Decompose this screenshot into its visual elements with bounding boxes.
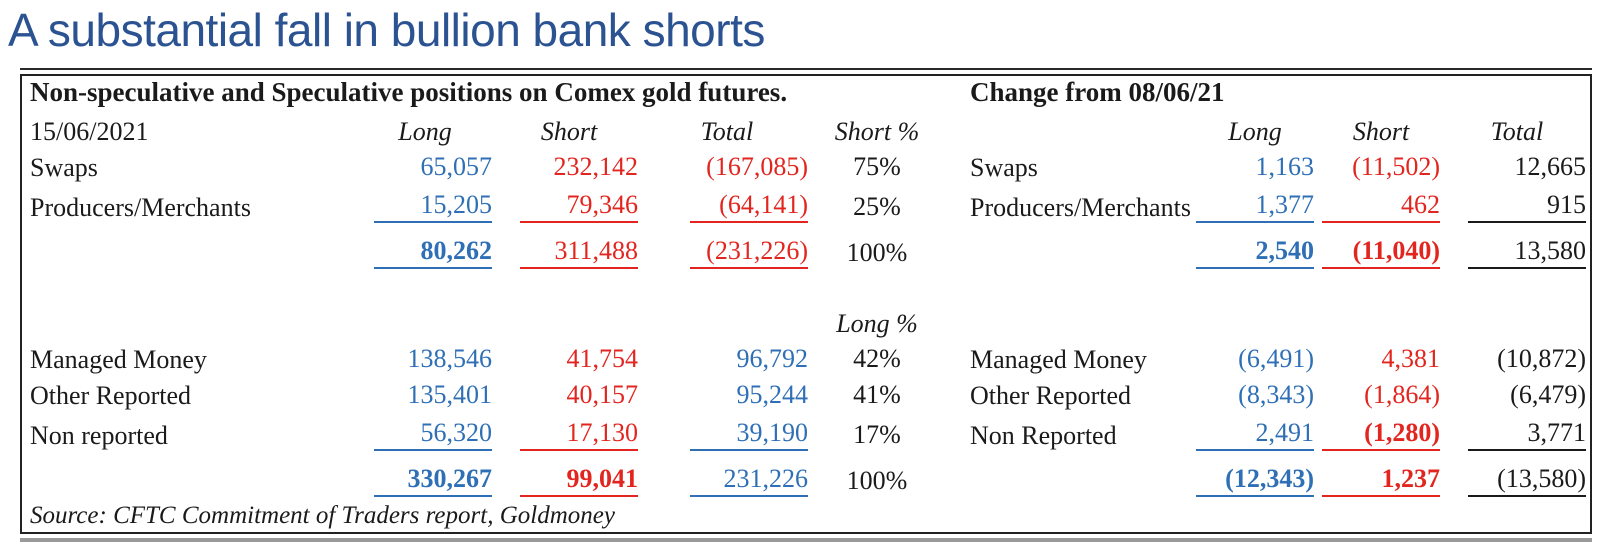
right-header-short: Short [1352,117,1410,146]
right-subtotal-bottom-short: 1,237 [1318,456,1444,502]
left-swaps-total: (167,085) [706,152,808,181]
left-swaps-short: 232,142 [553,152,639,181]
left-swaps-long: 65,057 [420,152,493,181]
left-subtotal-bottom-label [22,456,354,502]
right-subtotal-top-total: 13,580 [1444,228,1590,274]
right-non-reported-short: (1,280) [1318,416,1444,456]
spacer-cell [22,310,812,344]
right-other-reported-short: (1,864) [1364,380,1440,409]
left-non-reported-long: 56,320 [354,416,496,456]
right-swaps-total: 12,665 [1514,152,1587,181]
left-non-reported-label: Non reported [30,421,168,450]
left-subtotal-bottom-total: 231,226 [642,456,812,502]
left-other-reported-total: 95,244 [736,380,809,409]
right-subtotal-top-label [942,228,1192,274]
left-managed-money-long-pct: 42% [853,344,901,373]
left-swaps-short-pct: 75% [853,152,901,181]
left-producers-label: Producers/Merchants [30,193,251,222]
left-managed-money-total: 96,792 [736,344,809,373]
right-swaps-label: Swaps [970,153,1038,182]
left-non-reported-short: 17,130 [496,416,642,456]
right-header-total: Total [1490,117,1544,146]
right-subtotal-bottom-total: (13,580) [1444,456,1590,502]
left-other-reported-long: 135,401 [407,380,493,409]
right-subtotal-bottom-long: (12,343) [1192,456,1318,502]
left-subtotal-top-short-pct: 100% [846,238,908,267]
left-other-reported-label: Other Reported [30,381,192,410]
right-non-reported-long: 2,491 [1192,416,1318,456]
right-non-reported-label: Non Reported [970,421,1117,450]
right-managed-money-label: Managed Money [970,345,1147,374]
blank-row [22,274,1590,310]
left-managed-money-label: Managed Money [30,345,207,374]
page-title: A substantial fall in bullion bank short… [8,4,765,56]
right-subtotal-bottom-label [942,456,1192,502]
left-other-reported-long-pct: 41% [853,380,901,409]
left-header-long: Long [398,117,452,146]
right-managed-money-short: 4,381 [1381,344,1441,373]
right-managed-money-total: (10,872) [1497,344,1586,373]
right-table-title: Change from 08/06/21 [970,77,1225,107]
left-subtotal-bottom-long: 330,267 [354,456,496,502]
left-other-reported-short: 40,157 [566,380,639,409]
right-non-reported-total: 3,771 [1444,416,1590,456]
right-swaps-long: 1,163 [1255,152,1315,181]
left-swaps-label: Swaps [30,153,98,182]
left-producers-total: (64,141) [642,188,812,228]
left-header-total: Total [700,117,754,146]
right-header-long: Long [1228,117,1282,146]
left-subtotal-top-short: 311,488 [496,228,642,274]
source-note: Source: CFTC Commitment of Traders repor… [30,502,615,529]
right-other-reported-long: (8,343) [1238,380,1314,409]
right-swaps-short: (11,502) [1352,152,1440,181]
left-subtotal-top-label [22,228,354,274]
spacer-cell [942,114,1192,152]
right-subtotal-top-long: 2,540 [1192,228,1318,274]
left-producers-short: 79,346 [496,188,642,228]
left-producers-long: 15,205 [354,188,496,228]
right-producers-total: 915 [1444,188,1590,228]
right-producers-label: Producers/Merchants [970,193,1191,222]
right-subtotal-top-short: (11,040) [1318,228,1444,274]
left-non-reported-long-pct: 17% [853,420,901,449]
left-header-short: Short [540,117,598,146]
left-managed-money-short: 41,754 [566,344,639,373]
right-producers-short: 462 [1318,188,1444,228]
left-subtotal-bottom-short: 99,041 [496,456,642,502]
right-producers-long: 1,377 [1192,188,1318,228]
report-date: 15/06/2021 [30,117,149,146]
right-other-reported-label: Other Reported [970,381,1132,410]
left-managed-money-long: 138,546 [407,344,493,373]
left-header-short-pct: Short % [834,117,920,146]
left-table-title: Non-speculative and Speculative position… [30,77,788,107]
left-header-long-pct: Long % [836,309,918,338]
left-subtotal-bottom-long-pct: 100% [846,466,908,495]
left-producers-short-pct: 25% [853,192,901,221]
right-managed-money-long: (6,491) [1238,344,1314,373]
right-other-reported-total: (6,479) [1510,380,1586,409]
left-non-reported-total: 39,190 [642,416,812,456]
spacer-cell [942,310,1590,344]
positions-table: Non-speculative and Speculative position… [20,68,1592,542]
left-subtotal-top-total: (231,226) [642,228,812,274]
left-subtotal-top-long: 80,262 [354,228,496,274]
